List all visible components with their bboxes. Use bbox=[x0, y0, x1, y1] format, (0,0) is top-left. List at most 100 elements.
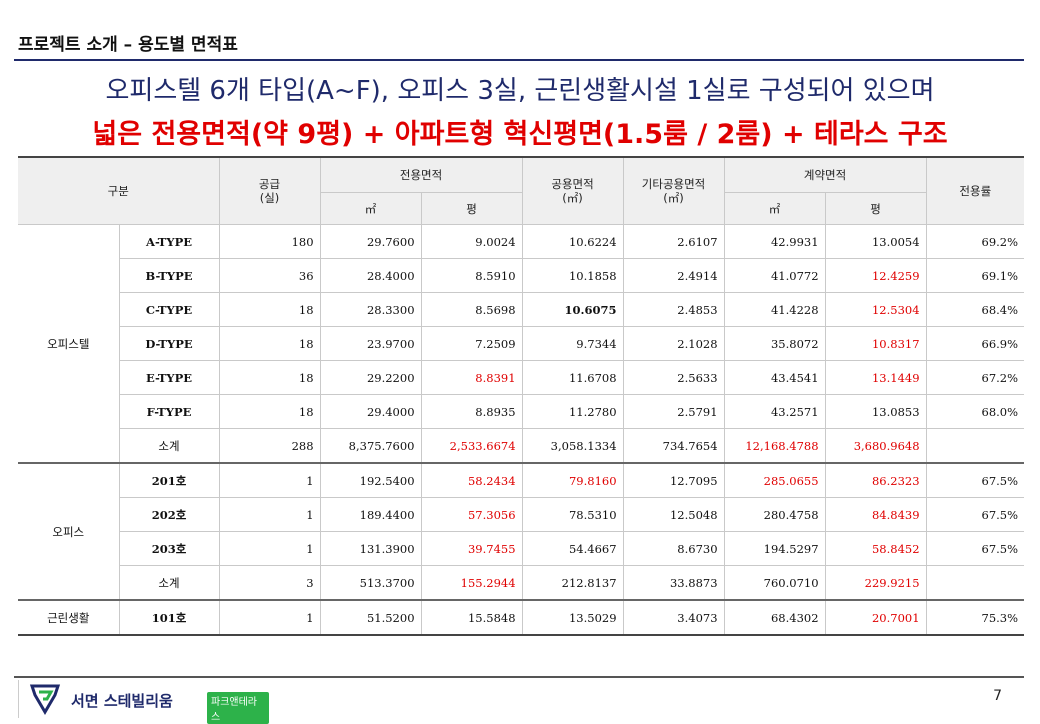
cell-other: 734.7654 bbox=[622, 428, 725, 464]
footer-divider bbox=[14, 676, 1024, 678]
table-row: 오피스 201호 1 192.5400 58.2434 79.8160 12.7… bbox=[18, 462, 1025, 601]
table-row: 오피스텔 A-TYPE 180 29.7600 9.0024 10.6224 2… bbox=[18, 224, 1025, 464]
header-category: 구분 bbox=[18, 156, 220, 225]
header-other-common: 기타공용면적 (㎡) bbox=[622, 156, 725, 225]
table-row: F-TYPE 18 29.4000 8.8935 11.2780 2.5791 … bbox=[18, 394, 1025, 429]
cell-ex-py: 57.3056 bbox=[420, 497, 523, 532]
group-retail: 근린생활 bbox=[18, 599, 120, 636]
cell-ct-py: 10.8317 bbox=[824, 326, 927, 361]
cell-ct-m2: 760.0710 bbox=[723, 565, 826, 601]
cell-ratio: 67.5% bbox=[925, 531, 1025, 566]
cell-ct-m2: 68.4302 bbox=[723, 599, 826, 636]
header-ratio: 전용률 bbox=[925, 156, 1025, 225]
cell-other: 2.5791 bbox=[622, 394, 725, 429]
headline-highlight: 넓은 전용면적(약 9평) + 아파트형 혁신평면(1.5룸 / 2룸) + 테… bbox=[92, 119, 948, 150]
row-name: 203호 bbox=[119, 531, 220, 566]
row-name: B-TYPE bbox=[119, 258, 220, 293]
cell-supply: 18 bbox=[218, 292, 321, 327]
cell-ct-m2: 280.4758 bbox=[723, 497, 826, 532]
cell-ratio: 67.2% bbox=[925, 360, 1025, 395]
cell-other: 2.1028 bbox=[622, 326, 725, 361]
cell-ct-py: 86.2323 bbox=[824, 462, 927, 498]
cell-common: 10.1858 bbox=[521, 258, 624, 293]
cell-ex-m2: 131.3900 bbox=[319, 531, 422, 566]
cell-common: 78.5310 bbox=[521, 497, 624, 532]
cell-ex-m2: 189.4400 bbox=[319, 497, 422, 532]
cell-ex-py: 8.5698 bbox=[420, 292, 523, 327]
cell-supply: 1 bbox=[218, 531, 321, 566]
header-exclusive: 전용면적 bbox=[319, 156, 523, 193]
cell-common: 13.5029 bbox=[521, 599, 624, 636]
cell-ratio bbox=[925, 565, 1025, 601]
headline-summary: 오피스텔 6개 타입(A~F), 오피스 3실, 근린생활시설 1실로 구성되어… bbox=[105, 76, 935, 106]
header-contract-pyeong: 평 bbox=[824, 192, 927, 225]
cell-common: 54.4667 bbox=[521, 531, 624, 566]
cell-ct-py: 12.4259 bbox=[824, 258, 927, 293]
cell-supply: 18 bbox=[218, 394, 321, 429]
cell-ct-m2: 194.5297 bbox=[723, 531, 826, 566]
cell-ex-py: 155.2944 bbox=[420, 565, 523, 601]
cell-other: 3.4073 bbox=[622, 599, 725, 636]
cell-common: 11.6708 bbox=[521, 360, 624, 395]
table-row: 202호 1 189.4400 57.3056 78.5310 12.5048 … bbox=[18, 497, 1025, 532]
row-name: 202호 bbox=[119, 497, 220, 532]
group-office: 오피스 bbox=[18, 462, 120, 601]
header-contract: 계약면적 bbox=[723, 156, 927, 193]
area-table: 구분 공급 (실) 전용면적 공용면적 (㎡) 기타공용면적 (㎡) 계약면적 … bbox=[18, 156, 1025, 636]
cell-other: 2.5633 bbox=[622, 360, 725, 395]
cell-other: 8.6730 bbox=[622, 531, 725, 566]
cell-ex-py: 7.2509 bbox=[420, 326, 523, 361]
cell-ct-m2: 43.2571 bbox=[723, 394, 826, 429]
cell-supply: 288 bbox=[218, 428, 321, 464]
cell-ex-m2: 29.4000 bbox=[319, 394, 422, 429]
cell-supply: 1 bbox=[218, 497, 321, 532]
row-name: D-TYPE bbox=[119, 326, 220, 361]
cell-supply: 18 bbox=[218, 326, 321, 361]
cell-ratio: 75.3% bbox=[925, 599, 1025, 636]
row-name: 201호 bbox=[118, 462, 220, 498]
cell-ex-m2: 8,375.7600 bbox=[319, 428, 422, 464]
row-name: 소계 bbox=[119, 565, 220, 601]
section-title: 프로젝트 소개 – 용도별 면적표 bbox=[18, 35, 238, 55]
cell-common: 212.8137 bbox=[521, 565, 624, 601]
cell-ex-m2: 29.2200 bbox=[319, 360, 422, 395]
cell-ex-m2: 29.7600 bbox=[319, 224, 422, 259]
table-row: B-TYPE 36 28.4000 8.5910 10.1858 2.4914 … bbox=[18, 258, 1025, 293]
cell-supply: 3 bbox=[218, 565, 321, 601]
table-row-subtotal: 소계 288 8,375.7600 2,533.6674 3,058.1334 … bbox=[18, 428, 1025, 464]
table-row: E-TYPE 18 29.2200 8.8391 11.6708 2.5633 … bbox=[18, 360, 1025, 395]
cell-ct-py: 13.1449 bbox=[824, 360, 927, 395]
header-supply: 공급 (실) bbox=[218, 156, 321, 225]
brand-logo: 서면 스테빌리움 파크앤테라스 bbox=[18, 680, 269, 724]
cell-ct-py: 58.8452 bbox=[824, 531, 927, 566]
cell-supply: 18 bbox=[218, 360, 321, 395]
group-officetel: 오피스텔 bbox=[18, 224, 120, 464]
cell-ratio: 67.5% bbox=[925, 497, 1025, 532]
table-row: C-TYPE 18 28.3300 8.5698 10.6075 2.4853 … bbox=[18, 292, 1025, 327]
cell-ex-py: 39.7455 bbox=[420, 531, 523, 566]
row-name: 101호 bbox=[118, 599, 220, 636]
header-contract-sqm: ㎡ bbox=[723, 192, 826, 225]
cell-ex-m2: 192.5400 bbox=[319, 462, 422, 498]
cell-ct-py: 20.7001 bbox=[824, 599, 927, 636]
cell-ct-m2: 12,168.4788 bbox=[723, 428, 826, 464]
cell-ex-py: 2,533.6674 bbox=[420, 428, 523, 464]
cell-other: 2.4914 bbox=[622, 258, 725, 293]
cell-ratio: 66.9% bbox=[925, 326, 1025, 361]
cell-ex-m2: 23.9700 bbox=[319, 326, 422, 361]
table-row-subtotal: 소계 3 513.3700 155.2944 212.8137 33.8873 … bbox=[18, 565, 1025, 601]
row-name: F-TYPE bbox=[119, 394, 220, 429]
cell-other: 2.6107 bbox=[622, 224, 725, 259]
cell-other: 2.4853 bbox=[622, 292, 725, 327]
row-name: C-TYPE bbox=[119, 292, 220, 327]
cell-common: 79.8160 bbox=[521, 462, 624, 498]
cell-ratio: 69.2% bbox=[925, 224, 1025, 259]
cell-ratio bbox=[925, 428, 1025, 464]
cell-ex-m2: 51.5200 bbox=[319, 599, 422, 636]
table-row: D-TYPE 18 23.9700 7.2509 9.7344 2.1028 3… bbox=[18, 326, 1025, 361]
cell-ct-m2: 285.0655 bbox=[723, 462, 826, 498]
cell-common: 10.6224 bbox=[521, 224, 624, 259]
cell-supply: 1 bbox=[218, 462, 321, 498]
cell-common: 9.7344 bbox=[521, 326, 624, 361]
cell-common: 11.2780 bbox=[521, 394, 624, 429]
